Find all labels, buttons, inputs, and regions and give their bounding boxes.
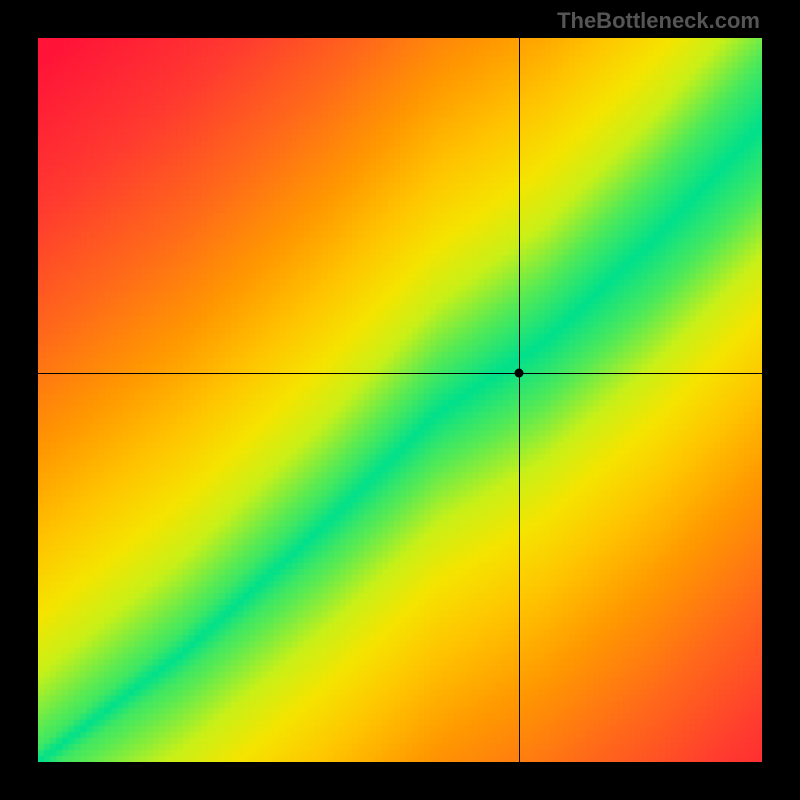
bottleneck-heatmap (38, 38, 762, 762)
crosshair-vertical (519, 38, 520, 762)
plot-frame (38, 38, 762, 762)
crosshair-horizontal (38, 373, 762, 374)
watermark-text: TheBottleneck.com (557, 8, 760, 34)
crosshair-marker (515, 369, 524, 378)
